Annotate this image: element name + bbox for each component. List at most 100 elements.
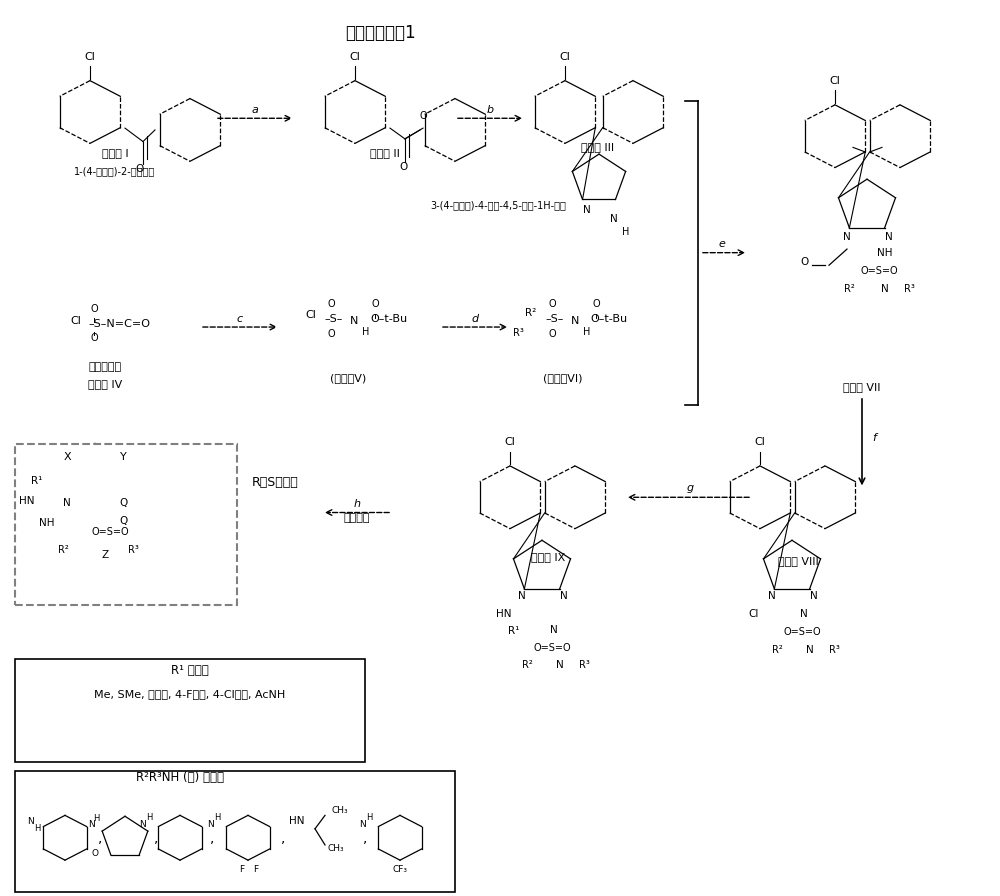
Text: H: H — [366, 813, 372, 822]
Text: 化合物 II: 化合物 II — [370, 148, 400, 158]
Text: N: N — [140, 820, 146, 829]
Text: N: N — [518, 591, 526, 601]
Text: O: O — [548, 329, 556, 339]
Text: O: O — [92, 849, 98, 857]
Text: O: O — [548, 299, 556, 309]
Text: 化合物 VII: 化合物 VII — [843, 382, 881, 392]
Text: N: N — [63, 498, 71, 508]
Text: N: N — [610, 214, 618, 224]
Text: 化合物 III: 化合物 III — [581, 142, 615, 151]
Text: O=S=O: O=S=O — [783, 627, 821, 637]
Bar — [15, 771, 455, 892]
Text: R和S化合物: R和S化合物 — [252, 476, 298, 488]
Text: R²R³NH (胺) 的例子: R²R³NH (胺) 的例子 — [136, 771, 224, 784]
Text: (化合物VI): (化合物VI) — [543, 373, 583, 383]
Text: Z: Z — [101, 550, 109, 560]
Text: 一般合成路线1: 一般合成路线1 — [345, 24, 415, 42]
Text: HN: HN — [496, 609, 512, 619]
Text: H: H — [146, 813, 152, 822]
Text: 3-(4-氯苯基)-4-苯基-4,5-二氢-1H-吡唑: 3-(4-氯苯基)-4-苯基-4,5-二氢-1H-吡唑 — [430, 200, 566, 210]
Text: H: H — [583, 327, 590, 337]
Text: 手性分离: 手性分离 — [344, 513, 370, 523]
Text: N: N — [843, 232, 851, 242]
Text: Y: Y — [120, 452, 126, 461]
Text: H: H — [34, 824, 40, 833]
Text: N: N — [583, 205, 591, 215]
Text: N: N — [27, 817, 33, 826]
Text: O: O — [90, 304, 98, 314]
Text: N: N — [88, 820, 94, 829]
Text: O=S=O: O=S=O — [860, 266, 898, 276]
Text: H: H — [93, 814, 99, 823]
Text: N: N — [360, 820, 366, 829]
Text: Cl: Cl — [505, 437, 515, 447]
Text: Me, SMe, 叔丁基, 4-F苯基, 4-Cl苯基, AcNH: Me, SMe, 叔丁基, 4-F苯基, 4-Cl苯基, AcNH — [94, 689, 286, 699]
Text: N: N — [768, 591, 776, 601]
Text: N: N — [560, 591, 568, 601]
Text: N: N — [800, 609, 808, 619]
Text: b: b — [486, 105, 494, 115]
Text: R³: R³ — [904, 284, 914, 294]
Text: ,: , — [210, 831, 214, 845]
Text: N: N — [556, 659, 564, 669]
Text: Cl: Cl — [755, 437, 765, 447]
Text: HN: HN — [289, 816, 305, 826]
Text: Cl: Cl — [70, 316, 81, 326]
Text: NH: NH — [39, 518, 55, 528]
Text: N: N — [208, 820, 214, 829]
Bar — [15, 659, 365, 762]
Text: R³: R³ — [513, 328, 523, 338]
Text: 化合物 I: 化合物 I — [102, 148, 128, 158]
Text: N: N — [806, 645, 814, 655]
Text: HN: HN — [19, 496, 35, 506]
Text: CF₃: CF₃ — [392, 865, 408, 874]
Text: e: e — [719, 239, 725, 249]
Text: O: O — [327, 299, 335, 309]
Text: N: N — [571, 316, 579, 326]
Text: 化合物 IX: 化合物 IX — [531, 552, 565, 562]
Text: O: O — [419, 111, 427, 121]
Text: 氯异氰酸酯: 氯异氰酸酯 — [88, 362, 122, 372]
Text: H: H — [214, 813, 220, 822]
Text: O=S=O: O=S=O — [91, 527, 129, 537]
Text: ,: , — [98, 831, 102, 845]
Text: c: c — [237, 314, 243, 323]
Bar — [15, 444, 237, 605]
Text: Cl: Cl — [749, 609, 759, 619]
Text: R¹: R¹ — [31, 476, 43, 486]
Text: N: N — [550, 625, 558, 635]
Text: O: O — [801, 257, 809, 267]
Text: CH₃: CH₃ — [332, 806, 349, 814]
Text: N: N — [881, 284, 889, 294]
Text: 化合物 VIII: 化合物 VIII — [778, 556, 818, 566]
Text: R¹: R¹ — [508, 626, 520, 636]
Text: CH₃: CH₃ — [328, 844, 345, 853]
Text: Q: Q — [119, 498, 127, 508]
Text: F: F — [253, 865, 259, 874]
Text: O: O — [136, 164, 144, 174]
Text: R²: R² — [772, 645, 782, 655]
Text: g: g — [686, 483, 694, 493]
Text: Cl: Cl — [350, 52, 360, 62]
Text: (化合物V): (化合物V) — [330, 373, 366, 383]
Text: ,: , — [281, 831, 285, 845]
Text: H: H — [362, 327, 369, 337]
Text: O: O — [592, 299, 600, 309]
Text: h: h — [354, 499, 360, 509]
Text: N: N — [885, 232, 893, 242]
Text: a: a — [252, 105, 258, 115]
Text: O–t-Bu: O–t-Bu — [370, 314, 407, 323]
Text: NH: NH — [877, 248, 893, 258]
Text: O=S=O: O=S=O — [533, 643, 571, 653]
Text: R²: R² — [522, 659, 532, 669]
Text: 1-(4-氯苯基)-2-苯基乙酮: 1-(4-氯苯基)-2-苯基乙酮 — [74, 166, 156, 176]
Text: Cl: Cl — [560, 52, 570, 62]
Text: f: f — [872, 433, 876, 443]
Text: R³: R³ — [579, 659, 589, 669]
Text: d: d — [471, 314, 479, 323]
Text: –S–: –S– — [545, 314, 563, 323]
Text: N: N — [810, 591, 818, 601]
Text: H: H — [622, 227, 630, 237]
Text: X: X — [63, 452, 71, 461]
Text: R³: R³ — [128, 545, 138, 555]
